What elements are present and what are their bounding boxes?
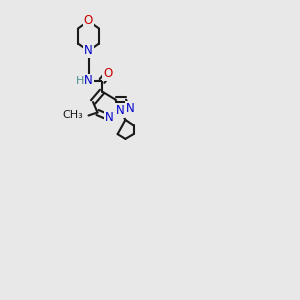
Text: N: N <box>116 103 124 117</box>
Text: O: O <box>103 67 112 80</box>
Text: CH₃: CH₃ <box>62 110 83 121</box>
Text: N: N <box>84 74 93 88</box>
Text: N: N <box>105 111 114 124</box>
Text: N: N <box>84 44 93 58</box>
Text: H: H <box>76 76 85 86</box>
Text: N: N <box>126 102 135 115</box>
Text: O: O <box>84 14 93 28</box>
